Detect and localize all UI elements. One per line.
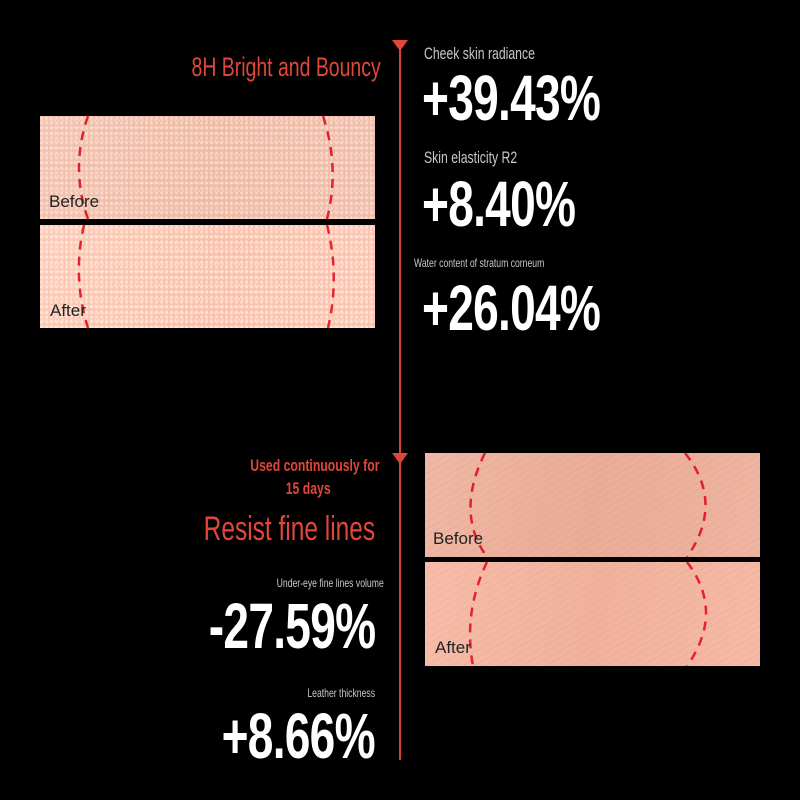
timeline-line xyxy=(399,42,401,760)
before-label: Before xyxy=(433,529,484,548)
stat-label: Leather thickness xyxy=(307,686,375,700)
stat-label: Under-eye fine lines volume xyxy=(276,576,384,590)
section2-subtitle-days: 15 days xyxy=(285,479,331,498)
after-photo-1: After xyxy=(40,225,375,328)
stat-value: +8.40% xyxy=(422,168,576,240)
before-label: Before xyxy=(49,192,100,211)
after-label: After xyxy=(50,301,86,320)
stat-label: Cheek skin radiance xyxy=(424,44,535,63)
section2-title: Resist fine lines xyxy=(203,510,375,548)
stat-label: Water content of stratum corneum xyxy=(414,256,545,270)
stat-value: +26.04% xyxy=(422,272,601,344)
stat-value: +8.66% xyxy=(221,700,376,772)
after-label: After xyxy=(435,638,471,657)
timeline-marker-1 xyxy=(392,40,408,51)
section2-subtitle: Used continuously for xyxy=(249,456,379,475)
timeline-marker-2 xyxy=(392,453,408,464)
stat-value: -27.59% xyxy=(208,590,375,662)
section1-title: 8H Bright and Bouncy xyxy=(191,52,381,82)
before-photo-2: Before xyxy=(425,453,760,557)
stat-label: Skin elasticity R2 xyxy=(424,148,518,167)
after-photo-2: After xyxy=(425,562,760,666)
before-photo-1: Before xyxy=(40,116,375,219)
stat-value: +39.43% xyxy=(422,62,601,134)
